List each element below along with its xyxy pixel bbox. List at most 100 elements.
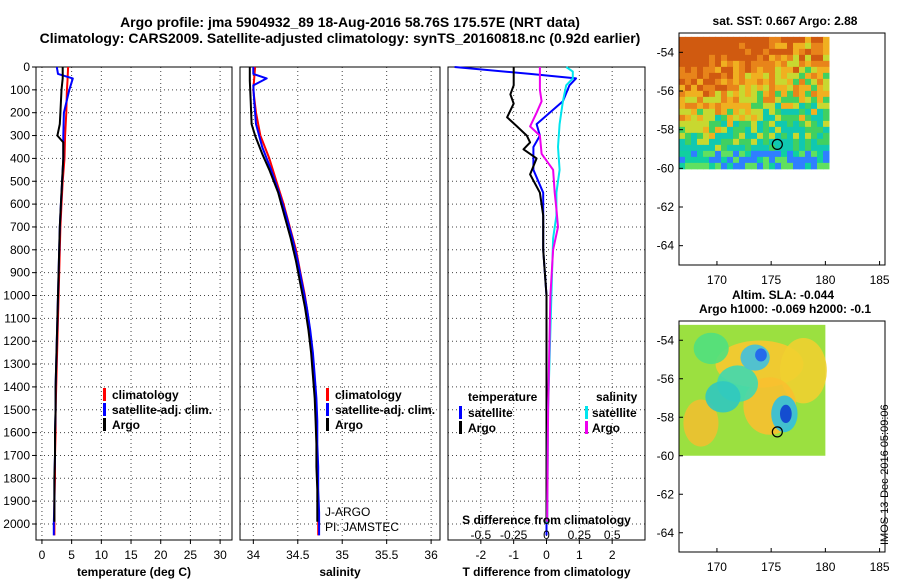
plot-frame: [35, 66, 233, 541]
sst-cell: [805, 120, 812, 128]
sst-cell: [805, 84, 812, 92]
sst-cell: [805, 114, 812, 122]
sst-cell: [775, 66, 782, 74]
sst-cell: [745, 162, 752, 170]
sla-blob: [693, 332, 729, 365]
sst-cell: [751, 138, 758, 146]
y-tick-label: 300: [10, 129, 30, 143]
sst-cell: [763, 96, 770, 104]
sst-cell: [733, 144, 740, 152]
map-field: [679, 36, 830, 170]
sst-cell: [679, 132, 686, 140]
sst-cell: [709, 72, 716, 80]
sst-cell: [793, 60, 800, 68]
sst-cell: [787, 156, 794, 164]
x-tick-label: 170: [707, 560, 727, 574]
sst-cell: [739, 162, 746, 170]
sst-cell: [709, 150, 716, 158]
sst-cell: [727, 150, 734, 158]
y-tick-label: 1800: [3, 471, 30, 485]
sst-cell: [685, 78, 692, 86]
y-tick-label: -58: [657, 123, 675, 137]
sst-cell: [757, 72, 764, 80]
legend-swatch: [585, 406, 588, 419]
sst-cell: [787, 54, 794, 62]
sst-cell: [823, 72, 830, 80]
sst-cell: [763, 120, 770, 128]
x-tick-label: -2: [475, 548, 486, 562]
sst-cell: [751, 48, 758, 56]
sst-cell: [703, 120, 710, 128]
sst-cell: [817, 96, 824, 104]
sst-cell: [739, 144, 746, 152]
sst-cell: [715, 66, 722, 74]
series-line-climatology: [53, 66, 70, 536]
sst-cell: [685, 120, 692, 128]
sst-cell: [823, 42, 830, 50]
legend-label: satellite-adj. clim.: [112, 403, 212, 417]
y-tick-label: 700: [10, 220, 30, 234]
sst-cell: [769, 132, 776, 140]
sst-cell: [799, 60, 806, 68]
sst-cell: [679, 156, 686, 164]
sst-cell: [787, 150, 794, 158]
sst-cell: [751, 42, 758, 50]
sst-cell: [781, 78, 788, 86]
sst-cell: [679, 150, 686, 158]
sst-cell: [679, 72, 686, 80]
sst-cell: [763, 156, 770, 164]
sst-cell: [697, 66, 704, 74]
sst-cell: [715, 48, 722, 56]
sst-cell: [721, 54, 728, 62]
sst-cell: [691, 156, 698, 164]
sst-cell: [763, 126, 770, 134]
sst-cell: [823, 120, 830, 128]
sst-cell: [691, 144, 698, 152]
y-tick-label: -58: [657, 410, 675, 424]
sst-cell: [733, 120, 740, 128]
sst-cell: [781, 84, 788, 92]
sst-cell: [793, 138, 800, 146]
sst-cell: [745, 60, 752, 68]
sst-cell: [697, 102, 704, 110]
sst-cell: [823, 132, 830, 140]
sst-cell: [703, 108, 710, 116]
sst-cell: [709, 36, 716, 44]
sst-cell: [721, 150, 728, 158]
sst-cell: [757, 42, 764, 50]
sst-cell: [709, 96, 716, 104]
sst-cell: [715, 36, 722, 44]
sst-cell: [817, 48, 824, 56]
x-tick-label: 35: [336, 548, 350, 562]
sst-cell: [709, 126, 716, 134]
sst-cell: [715, 120, 722, 128]
sst-cell: [775, 114, 782, 122]
sst-cell: [763, 78, 770, 86]
sst-cell: [811, 144, 818, 152]
sst-cell: [727, 42, 734, 50]
sst-cell: [727, 132, 734, 140]
sst-cell: [751, 96, 758, 104]
y-tick-label: 1400: [3, 380, 30, 394]
sst-cell: [781, 54, 788, 62]
sst-cell: [739, 156, 746, 164]
sst-cell: [685, 60, 692, 68]
sst-cell: [685, 42, 692, 50]
sst-cell: [763, 150, 770, 158]
sst-cell: [799, 48, 806, 56]
sst-cell: [721, 96, 728, 104]
sst-cell: [715, 150, 722, 158]
sst-cell: [775, 162, 782, 170]
sst-cell: [799, 78, 806, 86]
sst-cell: [805, 54, 812, 62]
sst-cell: [739, 150, 746, 158]
sst-cell: [757, 102, 764, 110]
sst-cell: [691, 60, 698, 68]
sst-cell: [703, 138, 710, 146]
sst-cell: [733, 60, 740, 68]
sst-cell: [685, 90, 692, 98]
sst-cell: [721, 84, 728, 92]
sst-cell: [751, 162, 758, 170]
sst-cell: [691, 120, 698, 128]
sst-cell: [739, 54, 746, 62]
